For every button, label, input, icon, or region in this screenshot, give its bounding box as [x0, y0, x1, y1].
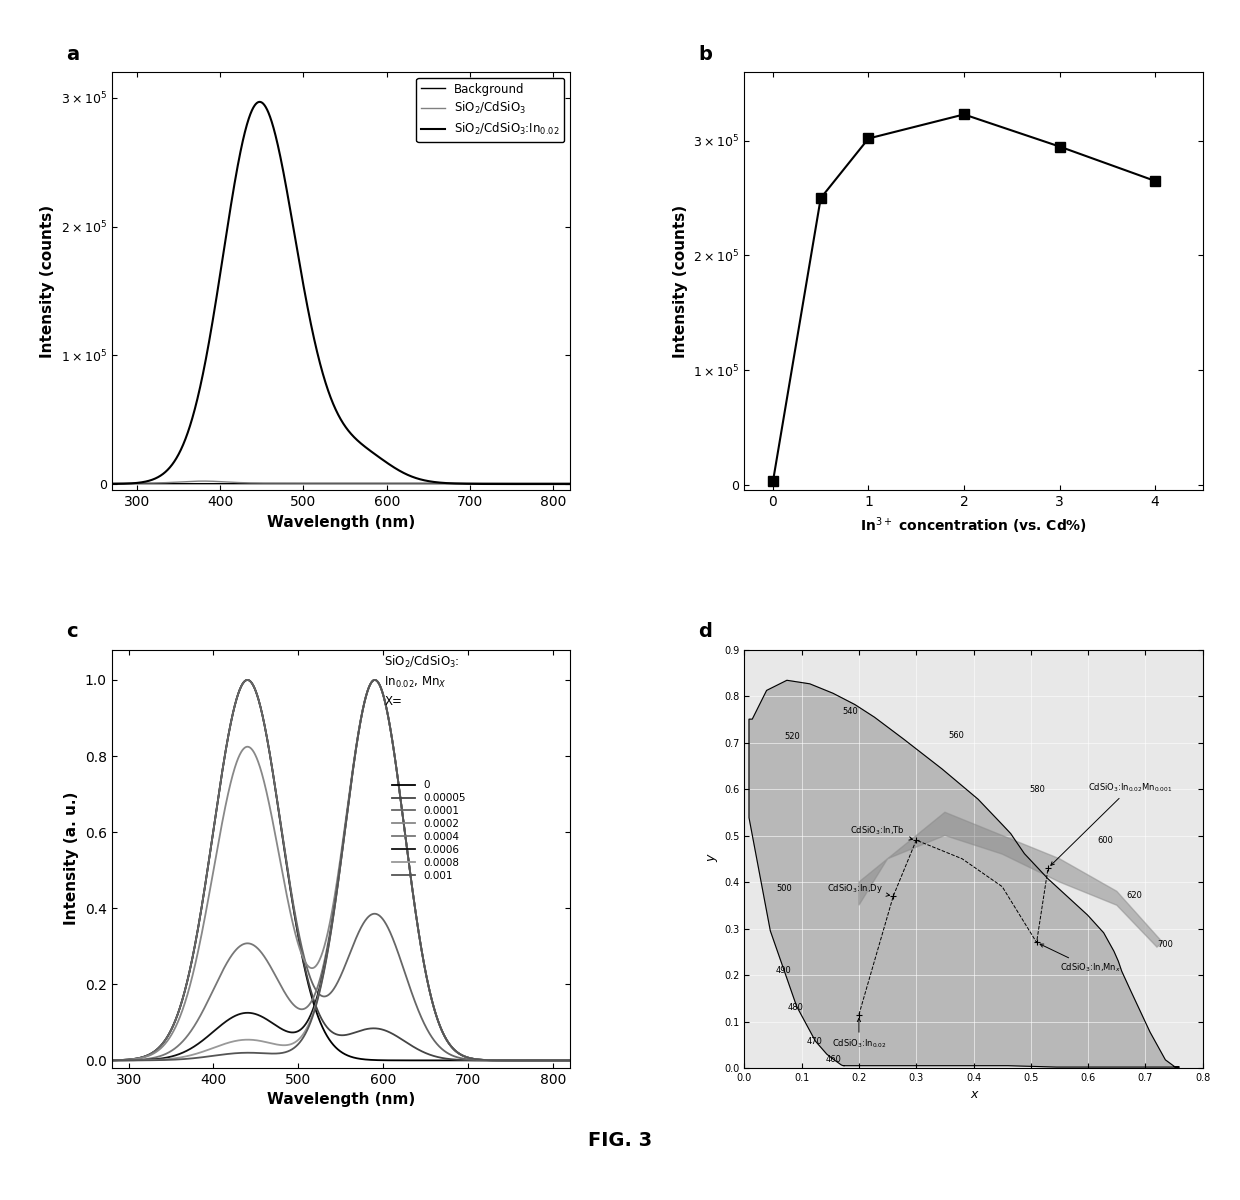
Text: 480: 480 [787, 1003, 804, 1012]
Text: c: c [66, 622, 77, 641]
Text: FIG. 3: FIG. 3 [588, 1130, 652, 1150]
Text: SiO$_2$/CdSiO$_3$:
In$_{0.02}$, Mn$_X$
X=: SiO$_2$/CdSiO$_3$: In$_{0.02}$, Mn$_X$ X… [384, 654, 460, 708]
Text: 560: 560 [949, 731, 965, 740]
X-axis label: x: x [970, 1088, 977, 1102]
Y-axis label: y: y [706, 856, 718, 863]
Text: CdSiO$_3$:In,Tb: CdSiO$_3$:In,Tb [851, 824, 913, 840]
X-axis label: Wavelength (nm): Wavelength (nm) [267, 1092, 415, 1108]
Text: 600: 600 [1097, 835, 1114, 845]
Text: CdSiO$_3$:In,Dy: CdSiO$_3$:In,Dy [827, 882, 889, 896]
Text: CdSiO$_3$:In$_{0.02}$Mn$_{0.001}$: CdSiO$_3$:In$_{0.02}$Mn$_{0.001}$ [1050, 781, 1173, 865]
X-axis label: In$^{3+}$ concentration (vs. Cd%): In$^{3+}$ concentration (vs. Cd%) [861, 515, 1087, 535]
Y-axis label: Intensity (a. u.): Intensity (a. u.) [64, 792, 79, 925]
Text: a: a [66, 44, 79, 64]
Text: 500: 500 [776, 884, 792, 894]
Polygon shape [859, 812, 1163, 947]
Y-axis label: Intensity (counts): Intensity (counts) [673, 205, 688, 358]
Text: 580: 580 [1029, 785, 1045, 793]
Legend: 0, 0.00005, 0.0001, 0.0002, 0.0004, 0.0006, 0.0008, 0.001: 0, 0.00005, 0.0001, 0.0002, 0.0004, 0.00… [392, 780, 466, 881]
Polygon shape [749, 680, 1179, 1067]
Text: b: b [698, 44, 712, 64]
Text: 490: 490 [775, 966, 791, 974]
Text: d: d [698, 622, 712, 641]
X-axis label: Wavelength (nm): Wavelength (nm) [267, 515, 415, 530]
Legend: Background, SiO$_2$/CdSiO$_3$, SiO$_2$/CdSiO$_3$:In$_{0.02}$: Background, SiO$_2$/CdSiO$_3$, SiO$_2$/C… [417, 78, 564, 142]
Text: 460: 460 [825, 1055, 841, 1064]
Text: CdSiO$_3$:In$_{0.02}$: CdSiO$_3$:In$_{0.02}$ [832, 1019, 887, 1050]
Text: 620: 620 [1126, 892, 1142, 900]
Text: 540: 540 [842, 707, 858, 716]
Text: 520: 520 [784, 732, 800, 740]
Y-axis label: Intensity (counts): Intensity (counts) [40, 205, 55, 358]
Text: 470: 470 [807, 1037, 823, 1045]
Text: 700: 700 [1158, 941, 1173, 949]
Text: CdSiO$_3$:In,Mn$_x$: CdSiO$_3$:In,Mn$_x$ [1040, 944, 1121, 974]
